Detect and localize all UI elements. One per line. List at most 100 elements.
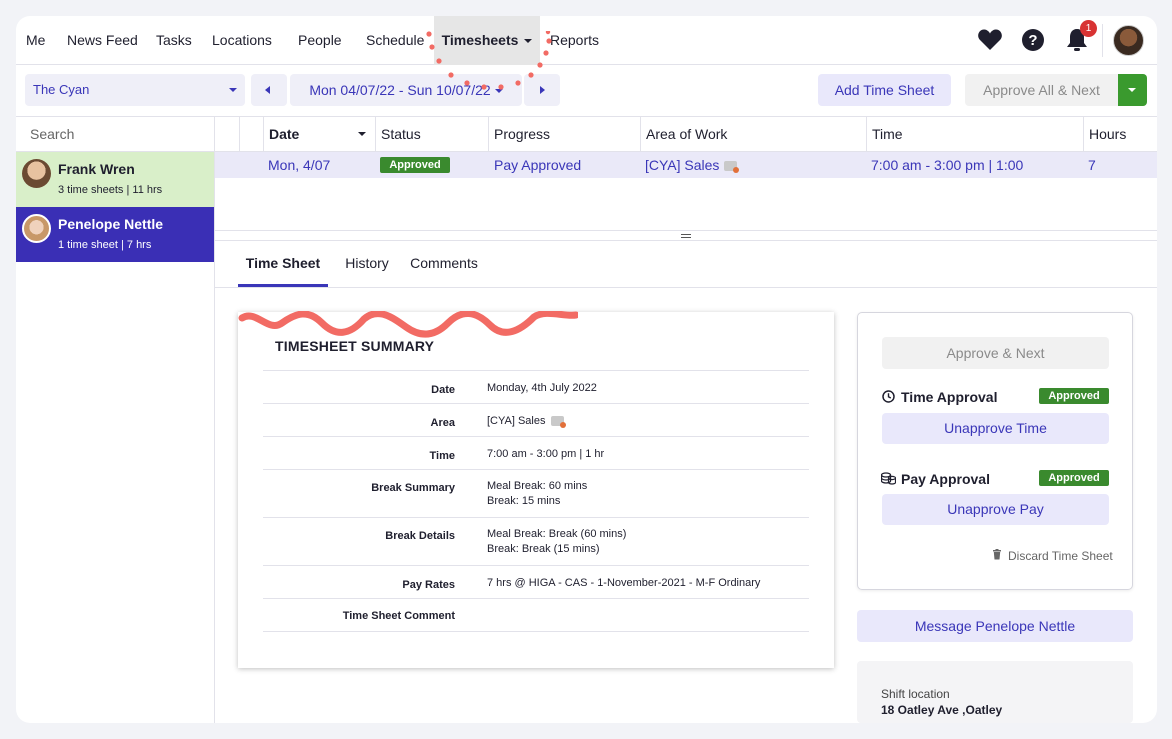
- svg-text:?: ?: [1028, 32, 1037, 49]
- grid-col-time[interactable]: Time: [866, 117, 1083, 152]
- row-time: 7:00 am - 3:00 pm | 1:00: [871, 157, 1024, 173]
- grid-col-date-label: Date: [269, 126, 300, 142]
- people-sidebar: Search Frank Wren 3 time sheets | 11 hrs…: [16, 117, 215, 723]
- location-select-value: The Cyan: [33, 82, 90, 97]
- trash-icon: [993, 549, 1001, 560]
- summary-title: TIMESHEET SUMMARY: [275, 338, 435, 354]
- person-name: Frank Wren: [58, 161, 135, 177]
- summary-row-area: Area [CYA] Sales: [263, 403, 809, 436]
- search-input[interactable]: Search: [16, 117, 214, 152]
- summary-label: Time: [429, 450, 455, 462]
- date-range-select[interactable]: Mon 04/07/22 - Sun 10/07/22: [290, 74, 522, 106]
- person-meta: 1 time sheet | 7 hrs: [58, 239, 152, 251]
- summary-row-comment: Time Sheet Comment: [263, 598, 809, 632]
- avatar: [22, 214, 51, 243]
- time-approval-badge: Approved: [1039, 388, 1109, 404]
- summary-value: [CYA] Sales: [487, 413, 566, 429]
- approval-panel: Approve & Next Time Approval Approved Un…: [857, 312, 1133, 590]
- nav-locations[interactable]: Locations: [212, 32, 272, 48]
- grid-col-area[interactable]: Area of Work: [640, 117, 866, 152]
- heart-icon[interactable]: [977, 28, 1003, 52]
- pay-approval-label: Pay Approval: [901, 471, 990, 487]
- grid-header: Date Status Progress Area of Work Time H…: [215, 117, 1157, 152]
- summary-value-line1: Meal Break: 60 mins: [487, 480, 588, 492]
- summary-label: Area: [430, 417, 455, 429]
- drag-handle-icon: [681, 234, 691, 238]
- nav-reports[interactable]: Reports: [550, 32, 600, 48]
- add-timesheet-button[interactable]: Add Time Sheet: [818, 74, 951, 106]
- shift-location-card: Shift location 18 Oatley Ave ,Oatley: [857, 661, 1133, 723]
- prev-week-button[interactable]: [251, 74, 287, 106]
- redaction-squiggle: [238, 311, 578, 338]
- summary-row-date: Date Monday, 4th July 2022: [263, 370, 809, 403]
- nav-me[interactable]: Me: [26, 32, 46, 48]
- chevron-down-icon: [494, 89, 503, 94]
- clock-icon: [882, 390, 895, 403]
- person-name: Penelope Nettle: [58, 216, 164, 232]
- shift-location-value: 18 Oatley Ave ,Oatley: [881, 703, 1003, 717]
- tab-history[interactable]: History: [345, 255, 389, 271]
- nav-schedule[interactable]: Schedule: [366, 32, 425, 48]
- summary-row-break-summary: Break Summary Meal Break: 60 mins Break:…: [263, 469, 809, 517]
- approve-all-next-button[interactable]: Approve All & Next: [965, 74, 1118, 106]
- grid-col-date[interactable]: Date: [263, 117, 375, 152]
- grid-col-progress[interactable]: Progress: [488, 117, 640, 152]
- nav-tasks[interactable]: Tasks: [156, 32, 192, 48]
- nav-news-feed[interactable]: News Feed: [67, 32, 138, 48]
- nav-people[interactable]: People: [298, 32, 342, 48]
- pay-approval-badge: Approved: [1039, 470, 1109, 486]
- message-employee-button[interactable]: Message Penelope Nettle: [857, 610, 1133, 642]
- summary-label: Break Summary: [371, 482, 455, 494]
- summary-value: 7:00 am - 3:00 pm | 1 hr: [487, 448, 605, 460]
- person-item-frank-wren[interactable]: Frank Wren 3 time sheets | 11 hrs: [16, 152, 214, 207]
- area-icon: [724, 161, 740, 174]
- chevron-right-icon: [540, 86, 545, 94]
- sort-down-icon: [358, 132, 366, 136]
- person-meta: 3 time sheets | 11 hrs: [58, 184, 163, 196]
- next-week-button[interactable]: [524, 74, 560, 106]
- avatar: [22, 159, 51, 188]
- coins-icon: [881, 472, 896, 485]
- unapprove-pay-button[interactable]: Unapprove Pay: [882, 494, 1109, 525]
- time-approval-label: Time Approval: [901, 389, 998, 405]
- approve-next-button[interactable]: Approve & Next: [882, 337, 1109, 369]
- grid-col-status[interactable]: Status: [375, 117, 488, 152]
- row-area: [CYA] Sales: [645, 152, 740, 178]
- nav-timesheets[interactable]: Timesheets: [434, 16, 540, 65]
- location-select[interactable]: The Cyan: [25, 74, 245, 106]
- chevron-left-icon: [265, 86, 270, 94]
- tab-comments[interactable]: Comments: [410, 255, 478, 271]
- row-date: Mon, 4/07: [268, 157, 331, 173]
- app-window: Me News Feed Tasks Locations People Sche…: [16, 16, 1157, 723]
- pane-splitter[interactable]: [215, 230, 1157, 241]
- user-avatar[interactable]: [1113, 25, 1144, 56]
- timesheet-grid: Date Status Progress Area of Work Time H…: [215, 117, 1157, 245]
- summary-value: Monday, 4th July 2022: [487, 382, 597, 394]
- timesheet-summary-card: TIMESHEET SUMMARY Date Monday, 4th July …: [238, 312, 834, 668]
- top-nav: Me News Feed Tasks Locations People Sche…: [16, 16, 1157, 65]
- notification-badge: 1: [1080, 20, 1097, 37]
- table-row[interactable]: Mon, 4/07 Approved Pay Approved [CYA] Sa…: [215, 152, 1157, 178]
- area-icon: [550, 416, 566, 429]
- summary-area-label: [CYA] Sales: [487, 415, 546, 427]
- chevron-down-icon: [524, 39, 533, 44]
- chevron-down-icon: [229, 88, 237, 92]
- discard-timesheet-link[interactable]: Discard Time Sheet: [1008, 549, 1113, 563]
- summary-value-line2: Break: Break (15 mins): [487, 543, 600, 555]
- approve-options-dropdown[interactable]: [1118, 74, 1147, 106]
- nav-divider: [1102, 24, 1103, 57]
- toolbar: The Cyan Mon 04/07/22 - Sun 10/07/22 Add…: [16, 65, 1157, 117]
- shift-location-label: Shift location: [881, 687, 950, 701]
- row-hours: 7: [1088, 157, 1096, 173]
- grid-col-hours[interactable]: Hours: [1083, 117, 1157, 152]
- tab-time-sheet[interactable]: Time Sheet: [238, 241, 328, 287]
- summary-label: Date: [431, 384, 455, 396]
- summary-label: Time Sheet Comment: [342, 610, 455, 622]
- unapprove-time-button[interactable]: Unapprove Time: [882, 413, 1109, 444]
- row-area-label: [CYA] Sales: [645, 157, 720, 173]
- help-icon[interactable]: ?: [1021, 28, 1045, 52]
- summary-row-break-details: Break Details Meal Break: Break (60 mins…: [263, 517, 809, 565]
- highlight-annotation: [426, 31, 552, 90]
- person-item-penelope-nettle[interactable]: Penelope Nettle 1 time sheet | 7 hrs: [16, 207, 214, 262]
- row-progress: Pay Approved: [494, 157, 582, 173]
